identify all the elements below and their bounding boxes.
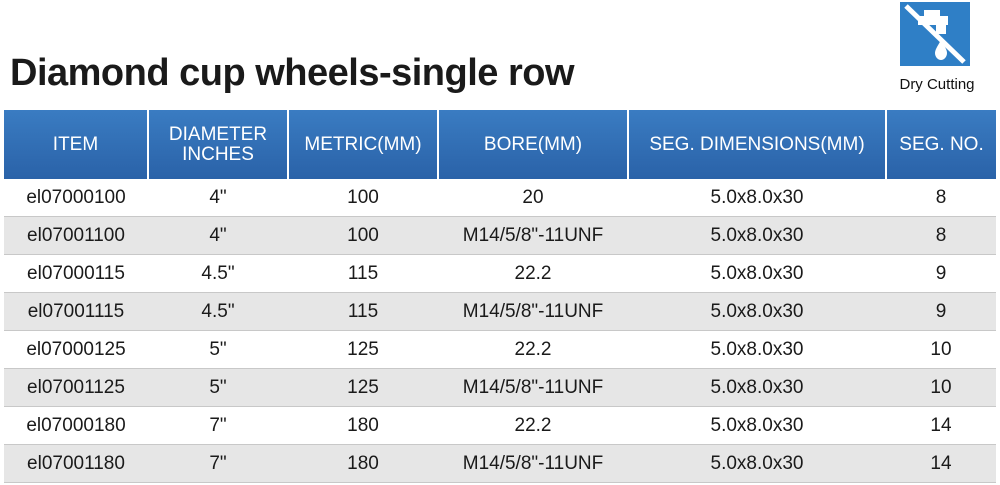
diameter-inches-cell: 4.5"	[148, 254, 288, 293]
bore-cell: M14/5/8"-11UNF	[438, 216, 628, 255]
bore-cell: 20	[438, 179, 628, 217]
table-row: el07001125 5" 125 M14/5/8"-11UNF 5.0x8.0x30 1…	[4, 368, 996, 407]
seg-dimensions-cell: 5.0x8.0x30	[628, 368, 886, 407]
item-cell: el07001180	[4, 444, 148, 483]
spec-table: ITEM DIAMETER INCHES METRIC(MM) BORE(MM) …	[4, 110, 996, 483]
bore-cell: M14/5/8"-11UNF	[438, 444, 628, 483]
metric-cell: 180	[288, 444, 438, 483]
table-body: el07000100 4" 100 20 5.0x8.0x30 8 el07001100 4"…	[4, 179, 996, 483]
seg-dimensions-cell: 5.0x8.0x30	[628, 216, 886, 255]
diameter-inches-cell: 5"	[148, 368, 288, 407]
seg-dimensions-cell: 5.0x8.0x30	[628, 292, 886, 331]
item-cell: el07001115	[4, 292, 148, 331]
metric-cell: 115	[288, 254, 438, 293]
metric-cell: 125	[288, 368, 438, 407]
seg-dimensions-cell: 5.0x8.0x30	[628, 179, 886, 217]
item-cell: el07001125	[4, 368, 148, 407]
diameter-inches-cell: 4.5"	[148, 292, 288, 331]
item-cell: el07000100	[4, 179, 148, 217]
seg-dimensions-cell: 5.0x8.0x30	[628, 254, 886, 293]
seg-dimensions-cell: 5.0x8.0x30	[628, 330, 886, 369]
metric-cell: 180	[288, 406, 438, 445]
seg-no-cell: 9	[886, 292, 996, 331]
column-header: METRIC(MM)	[288, 110, 439, 179]
seg-no-cell: 14	[886, 444, 996, 483]
dry-cutting-badge	[900, 2, 970, 66]
seg-no-cell: 14	[886, 406, 996, 445]
metric-cell: 115	[288, 292, 438, 331]
diameter-inches-cell: 7"	[148, 444, 288, 483]
bore-cell: M14/5/8"-11UNF	[438, 368, 628, 407]
diameter-inches-cell: 5"	[148, 330, 288, 369]
table-row: el07001100 4" 100 M14/5/8"-11UNF 5.0x8.0x30 8	[4, 216, 996, 255]
diameter-inches-cell: 4"	[148, 179, 288, 217]
seg-no-cell: 8	[886, 179, 996, 217]
column-header: DIAMETER INCHES	[148, 110, 289, 179]
table-row: el07000125 5" 125 22.2 5.0x8.0x30 10	[4, 330, 996, 369]
table-row: el07001180 7" 180 M14/5/8"-11UNF 5.0x8.0x30 1…	[4, 444, 996, 483]
seg-no-cell: 10	[886, 330, 996, 369]
metric-cell: 100	[288, 216, 438, 255]
seg-dimensions-cell: 5.0x8.0x30	[628, 444, 886, 483]
seg-no-cell: 10	[886, 368, 996, 407]
bore-cell: 22.2	[438, 330, 628, 369]
bore-cell: 22.2	[438, 254, 628, 293]
column-header: BORE(MM)	[438, 110, 629, 179]
bore-cell: M14/5/8"-11UNF	[438, 292, 628, 331]
column-header: SEG. DIMENSIONS(MM)	[628, 110, 887, 179]
seg-no-cell: 8	[886, 216, 996, 255]
diameter-inches-cell: 4"	[148, 216, 288, 255]
metric-cell: 125	[288, 330, 438, 369]
bore-cell: 22.2	[438, 406, 628, 445]
metric-cell: 100	[288, 179, 438, 217]
badge-label: Dry Cutting	[899, 76, 975, 93]
no-water-faucet-icon	[904, 4, 966, 64]
diameter-inches-cell: 7"	[148, 406, 288, 445]
item-cell: el07000180	[4, 406, 148, 445]
page-title: Diamond cup wheels-single row	[10, 52, 575, 94]
column-header: SEG. NO.	[886, 110, 996, 179]
item-cell: el07000125	[4, 330, 148, 369]
item-cell: el07001100	[4, 216, 148, 255]
column-header: ITEM	[4, 110, 149, 179]
table-row: el07000100 4" 100 20 5.0x8.0x30 8	[4, 179, 996, 217]
item-cell: el07000115	[4, 254, 148, 293]
table-row: el07000180 7" 180 22.2 5.0x8.0x30 14	[4, 406, 996, 445]
table-header-row: ITEM DIAMETER INCHES METRIC(MM) BORE(MM) …	[4, 110, 996, 179]
seg-no-cell: 9	[886, 254, 996, 293]
seg-dimensions-cell: 5.0x8.0x30	[628, 406, 886, 445]
table-row: el07001115 4.5" 115 M14/5/8"-11UNF 5.0x8.0x3…	[4, 292, 996, 331]
table-row: el07000115 4.5" 115 22.2 5.0x8.0x30 9	[4, 254, 996, 293]
